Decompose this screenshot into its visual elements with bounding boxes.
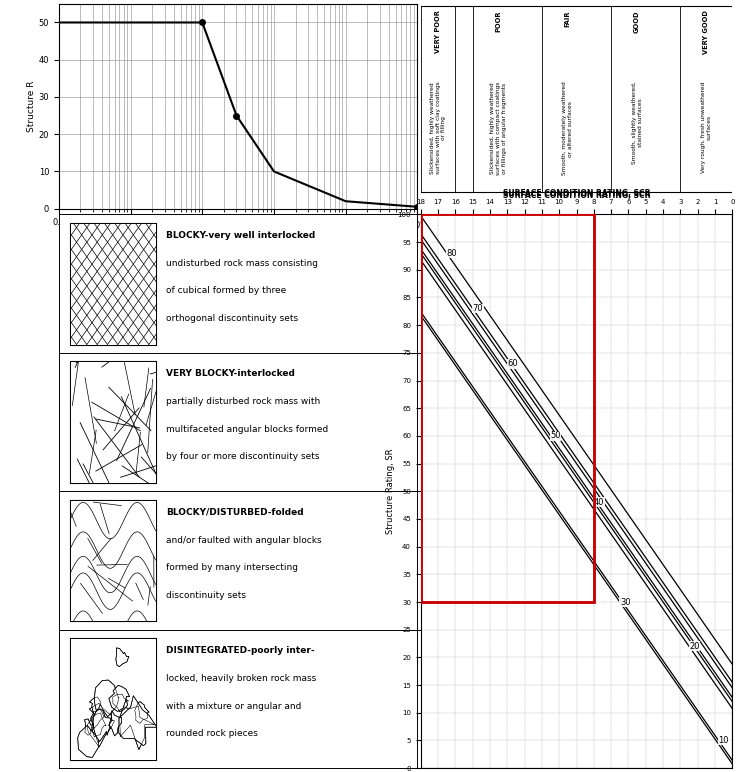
Text: BLOCKY-very well interlocked: BLOCKY-very well interlocked xyxy=(166,231,316,240)
Text: locked, heavily broken rock mass: locked, heavily broken rock mass xyxy=(166,674,316,683)
Text: GOOD: GOOD xyxy=(634,10,640,32)
X-axis label: SURFACE CONDITION RATING, SCR: SURFACE CONDITION RATING, SCR xyxy=(503,189,651,198)
Text: BLOCKY/DISTURBED-folded: BLOCKY/DISTURBED-folded xyxy=(166,508,304,517)
Text: 60: 60 xyxy=(507,360,518,368)
Text: 10: 10 xyxy=(718,736,729,745)
Text: 30: 30 xyxy=(620,598,631,607)
Text: undisturbed rock mass consisting: undisturbed rock mass consisting xyxy=(166,259,319,268)
Bar xyxy=(70,222,156,344)
Bar xyxy=(421,215,594,602)
Bar xyxy=(70,499,156,621)
Text: multifaceted angular blocks formed: multifaceted angular blocks formed xyxy=(166,425,329,434)
Text: DISINTEGRATED-poorly inter-: DISINTEGRATED-poorly inter- xyxy=(166,646,315,655)
Text: 70: 70 xyxy=(473,304,484,313)
Text: 40: 40 xyxy=(594,498,604,507)
Text: Slickensided, highly weathered
surfaces with compact coatings
or fillings of ang: Slickensided, highly weathered surfaces … xyxy=(490,82,507,175)
Y-axis label: Structure Rating, SR: Structure Rating, SR xyxy=(386,449,394,534)
Text: of cubical formed by three: of cubical formed by three xyxy=(166,286,287,296)
Text: Very rough, fresh unweathered
surfaces: Very rough, fresh unweathered surfaces xyxy=(701,82,712,173)
Text: FAIR: FAIR xyxy=(565,10,571,26)
Text: Slickensided, highly weathered
surfaces with soft clay coatings
or filling: Slickensided, highly weathered surfaces … xyxy=(430,82,446,174)
Text: VERY BLOCKY-interlocked: VERY BLOCKY-interlocked xyxy=(166,370,295,378)
Text: POOR: POOR xyxy=(495,10,502,32)
X-axis label: Volumetric joint count, Jᵥ (joint/m³): Volumetric joint count, Jᵥ (joint/m³) xyxy=(149,234,328,242)
Bar xyxy=(421,215,594,602)
Text: 50: 50 xyxy=(551,432,561,440)
Text: 20: 20 xyxy=(689,642,699,651)
Text: discontinuity sets: discontinuity sets xyxy=(166,591,247,600)
Bar xyxy=(70,638,156,760)
Text: Smooth, moderately weathered
or altered surfaces: Smooth, moderately weathered or altered … xyxy=(562,82,573,175)
Text: by four or more discontinuity sets: by four or more discontinuity sets xyxy=(166,452,320,462)
Text: SURFACE CONDITION RATING, SCR: SURFACE CONDITION RATING, SCR xyxy=(503,191,651,201)
Text: rounded rock pieces: rounded rock pieces xyxy=(166,730,258,738)
Text: VERY GOOD: VERY GOOD xyxy=(704,10,710,54)
Text: and/or faulted with angular blocks: and/or faulted with angular blocks xyxy=(166,536,322,544)
Bar xyxy=(70,361,156,483)
Text: formed by many intersecting: formed by many intersecting xyxy=(166,564,298,572)
Text: partially disturbed rock mass with: partially disturbed rock mass with xyxy=(166,397,321,406)
Text: VERY POOR: VERY POOR xyxy=(435,10,441,52)
Text: with a mixture or angular and: with a mixture or angular and xyxy=(166,702,302,711)
Text: Smooth, slightly weathered,
stained surfaces: Smooth, slightly weathered, stained surf… xyxy=(631,82,643,164)
Text: 80: 80 xyxy=(447,249,457,258)
Text: orthogonal discontinuity sets: orthogonal discontinuity sets xyxy=(166,314,299,323)
Y-axis label: Structure R: Structure R xyxy=(26,80,36,132)
